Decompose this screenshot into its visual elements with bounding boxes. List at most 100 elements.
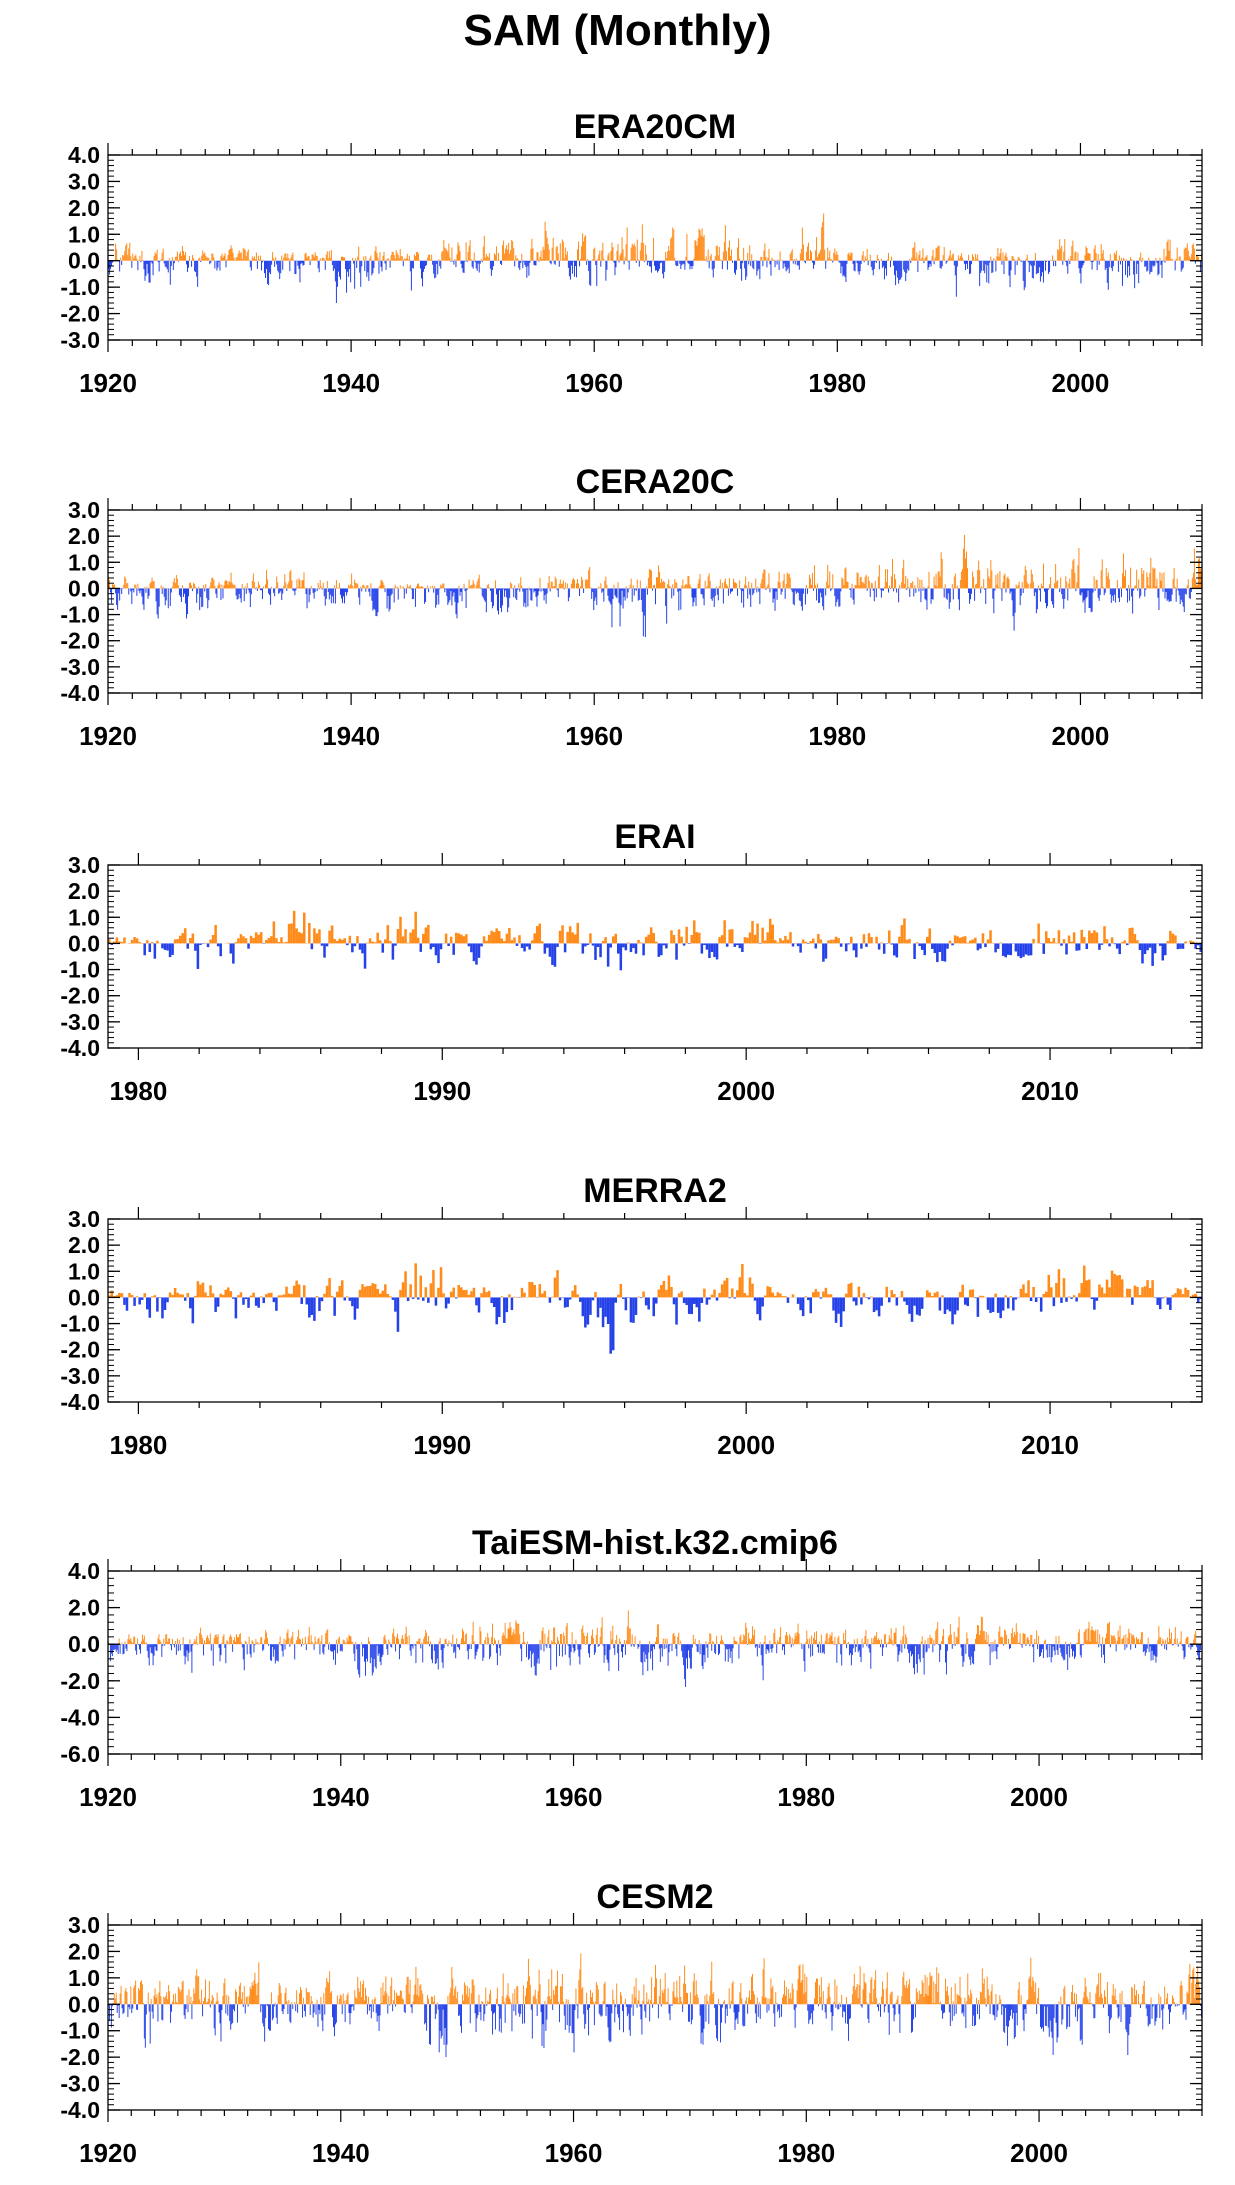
bar-positive [305, 252, 307, 261]
bar-negative [646, 1644, 648, 1659]
bar-positive [829, 571, 831, 589]
bar-positive [1119, 587, 1121, 589]
bar-positive [146, 586, 148, 589]
bar-negative [939, 1644, 941, 1662]
bar-positive [663, 580, 665, 589]
bar-positive [208, 1640, 210, 1645]
bar-positive [1195, 1630, 1197, 1645]
bar-positive [421, 586, 423, 589]
bar-negative [608, 1644, 610, 1672]
bar-negative [1036, 588, 1038, 610]
bar-negative [1064, 588, 1066, 599]
bar-positive [1125, 569, 1127, 589]
bar-negative [421, 260, 423, 279]
bar-positive [472, 1621, 474, 1645]
bar-positive [702, 237, 704, 261]
bar-negative [519, 260, 521, 271]
bar-positive [1070, 941, 1073, 944]
bar-positive [1096, 1641, 1098, 1645]
bar-positive [998, 1631, 1000, 1645]
bar-negative [306, 588, 308, 609]
bar-negative [806, 588, 808, 594]
bar-positive [547, 243, 549, 261]
bar-positive [604, 580, 606, 589]
bar-negative [308, 588, 310, 603]
bar-negative [979, 260, 981, 287]
bar-negative [208, 588, 210, 601]
bar-positive [709, 580, 711, 589]
bar-positive [290, 257, 292, 261]
bar-negative [1170, 588, 1172, 602]
bar-negative [607, 1644, 609, 1663]
bar-negative [516, 588, 518, 601]
bar-negative [282, 1644, 284, 1657]
bar-positive [781, 940, 785, 944]
bar-positive [745, 576, 747, 589]
bar-positive [741, 1642, 743, 1645]
bar-negative [1199, 1297, 1202, 1300]
bar-negative [974, 1644, 976, 1652]
bar-positive [1050, 941, 1053, 944]
bar-positive [631, 1634, 633, 1645]
bar-positive [401, 256, 403, 261]
bar-negative [523, 260, 525, 262]
bar-positive [824, 1640, 826, 1645]
bar-negative [991, 260, 993, 274]
bar-negative [850, 1644, 852, 1666]
bar-positive [121, 1642, 123, 1645]
bar-negative [548, 1297, 552, 1303]
bar-negative [472, 943, 476, 962]
bar-positive [323, 258, 325, 261]
bar-positive [784, 1635, 786, 1645]
bar-positive [559, 579, 561, 589]
bar-positive [829, 1634, 831, 1645]
bar-negative [505, 588, 507, 591]
bar-positive [1027, 584, 1029, 589]
bar-positive [986, 1642, 988, 1645]
bar-positive [689, 584, 691, 589]
bar-negative [602, 588, 604, 592]
bar-positive [160, 259, 162, 261]
bar-positive [505, 933, 509, 944]
bar-positive [281, 255, 283, 261]
bar-negative [147, 1644, 149, 1658]
bar-positive [1176, 247, 1178, 261]
bar-positive [470, 585, 472, 589]
bar-positive [848, 1642, 849, 1645]
bar-positive [873, 1638, 875, 1645]
bar-positive [172, 581, 174, 589]
bar-positive [891, 576, 893, 589]
bar-positive [295, 1280, 298, 1298]
bar-positive [1013, 258, 1015, 261]
bar-negative [962, 1644, 964, 1667]
bar-positive [261, 1637, 263, 1645]
bar-positive [236, 1634, 237, 1645]
bar-negative [800, 588, 802, 607]
bar-positive [548, 1629, 550, 1645]
bar-positive [874, 1635, 876, 1645]
bar-negative [216, 1297, 220, 1307]
bar-negative [594, 1644, 596, 1653]
bar-negative [1157, 588, 1159, 598]
bar-negative [126, 1644, 128, 1652]
bar-negative [356, 1644, 358, 1650]
bar-negative [430, 1644, 432, 1660]
bar-positive [1049, 584, 1051, 589]
bar-negative [968, 1644, 970, 1657]
bar-positive [1176, 578, 1178, 589]
bar-positive [894, 1632, 896, 1645]
bar-negative [1139, 588, 1141, 599]
bar-positive [1071, 245, 1073, 261]
bar-negative [628, 588, 630, 590]
bar-negative [832, 1297, 835, 1311]
bar-positive [253, 581, 255, 589]
bar-negative [346, 588, 348, 596]
bar-positive [693, 258, 695, 261]
bar-negative [1009, 1644, 1011, 1649]
bar-positive [491, 1637, 493, 1645]
bar-positive [701, 228, 703, 261]
bar-positive [1130, 257, 1132, 261]
bar-negative [910, 1297, 914, 1322]
bar-negative [191, 1297, 195, 1324]
bar-positive [487, 934, 491, 944]
